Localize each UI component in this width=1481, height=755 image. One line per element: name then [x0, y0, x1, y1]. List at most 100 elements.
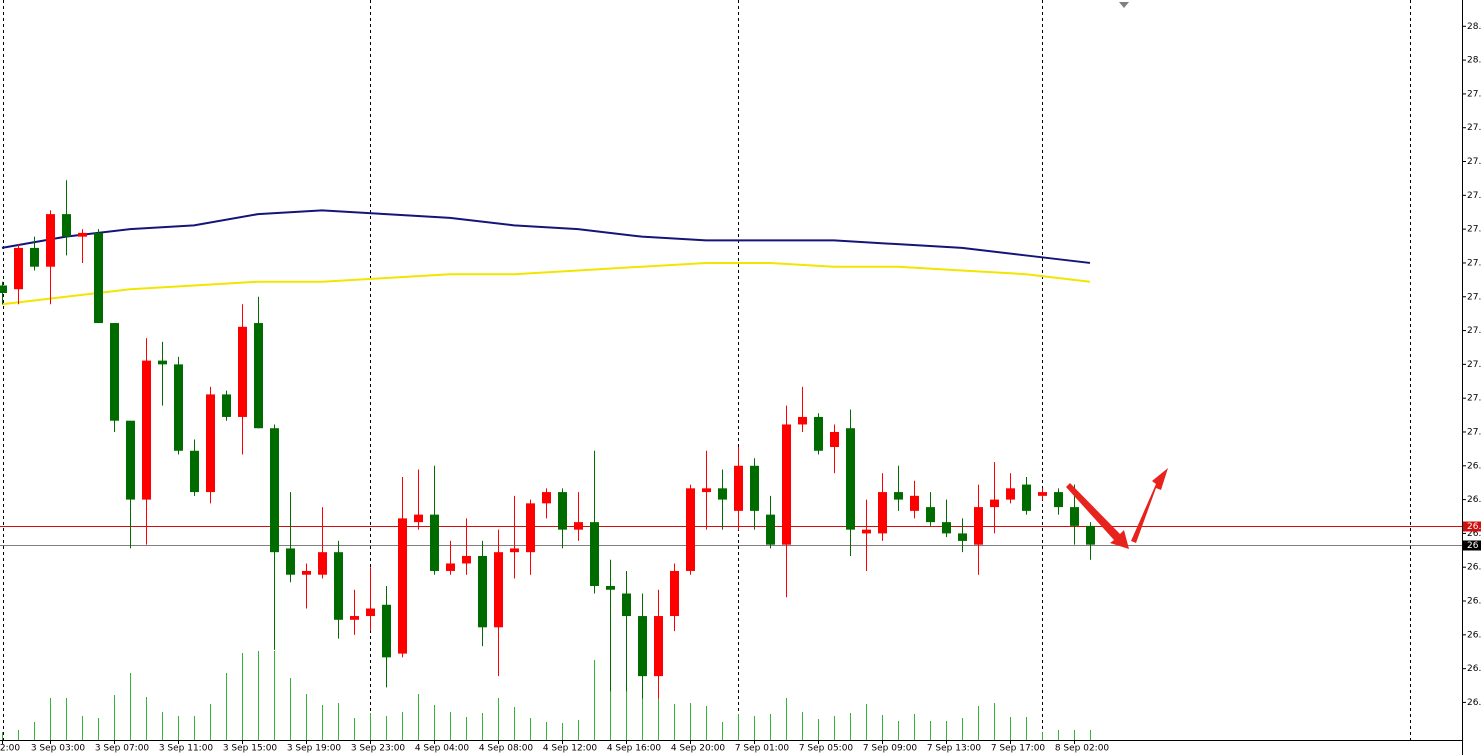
y-tick-label: 26.	[1467, 597, 1481, 607]
candle-body	[398, 518, 407, 654]
volume-bar	[322, 705, 323, 740]
candle-body	[526, 503, 535, 553]
y-tick-label: 26.	[1467, 461, 1481, 471]
candle-body	[190, 450, 199, 493]
y-tick-label: 28.	[1467, 22, 1481, 32]
candle-body	[814, 416, 823, 451]
candle-body	[366, 608, 375, 617]
volume-bar	[242, 653, 243, 740]
price-tag	[1463, 540, 1481, 551]
volume-bar	[18, 730, 19, 740]
candle-body	[878, 492, 887, 534]
candle-body	[542, 492, 551, 504]
x-tick-label: 3 Sep 23:00	[351, 744, 406, 754]
volume-bar	[338, 703, 339, 740]
candle-body	[382, 604, 391, 658]
volume-bar	[546, 722, 547, 740]
candle-body	[350, 616, 359, 620]
candle-body	[238, 326, 247, 417]
volume-bar	[834, 716, 835, 740]
candle-body	[766, 514, 775, 545]
y-tick-label: 26.	[1467, 630, 1481, 640]
volume-bar	[994, 703, 995, 740]
candle-body	[910, 495, 919, 511]
volume-bar	[578, 720, 579, 740]
candle-body	[318, 552, 327, 575]
volume-bar	[978, 706, 979, 740]
volume-bar	[34, 722, 35, 740]
arrow-down	[1066, 483, 1129, 549]
candle-body	[894, 492, 903, 500]
annotation-arrows	[1066, 468, 1168, 549]
candle-body	[750, 465, 759, 511]
candle-body	[126, 420, 135, 500]
x-tick-label: 3 Sep 03:00	[31, 744, 86, 754]
x-tick-label: 4 Sep 08:00	[479, 744, 534, 754]
volume-bar	[82, 716, 83, 740]
candle-body	[1038, 492, 1047, 496]
x-tick-label: 2:00	[0, 744, 20, 754]
volume-bar	[1042, 732, 1043, 740]
candle-body	[798, 416, 807, 425]
candle-body	[926, 507, 935, 523]
volume-bar	[370, 713, 371, 740]
candle-body	[974, 507, 983, 545]
candle-body	[782, 424, 791, 545]
candle-body	[958, 533, 967, 541]
volume-bar	[386, 716, 387, 740]
volume-bar	[114, 695, 115, 740]
volume-bar	[434, 705, 435, 740]
volume-bar	[962, 718, 963, 740]
candle-body	[78, 232, 87, 237]
volume-bar	[1074, 730, 1075, 740]
volume-bar	[178, 716, 179, 740]
y-tick-label: 27.	[1467, 258, 1481, 268]
arrow-up	[1131, 468, 1168, 543]
y-tick-label: 27.	[1467, 394, 1481, 404]
candle-body	[718, 488, 727, 500]
volume-bar	[770, 714, 771, 740]
candle-body	[606, 585, 615, 590]
volume-bar	[802, 712, 803, 740]
volume-bar	[290, 678, 291, 740]
volume-bar	[1058, 730, 1059, 740]
candle-body	[654, 616, 663, 677]
candle-body	[638, 616, 647, 677]
candle-body	[990, 499, 999, 508]
x-tick-label: 3 Sep 07:00	[95, 744, 150, 754]
candle-body	[62, 214, 71, 237]
moving-average	[1, 261, 1091, 306]
x-tick-label: 4 Sep 16:00	[607, 744, 662, 754]
y-tick-label: 26.	[1467, 698, 1481, 708]
volume-bar	[866, 704, 867, 740]
plot-area	[0, 180, 1462, 740]
volume-bar	[450, 712, 451, 740]
volume-bar	[706, 706, 707, 740]
candle-body	[670, 570, 679, 617]
y-tick-label: 27.	[1467, 360, 1481, 370]
candle-body	[158, 360, 167, 365]
candle-body	[622, 593, 631, 617]
x-tick-label: 7 Sep 13:00	[927, 744, 982, 754]
y-tick-label: 26.	[1467, 529, 1481, 539]
volume-bar	[562, 723, 563, 740]
price-tag	[1463, 521, 1481, 532]
volume-bar	[354, 718, 355, 740]
volume-bar	[162, 712, 163, 740]
moving-average	[1, 209, 1091, 264]
volume-bar	[194, 716, 195, 740]
y-tick-label: 27.	[1467, 326, 1481, 336]
volume-bar	[786, 698, 787, 740]
candle-body	[0, 285, 7, 293]
y-tick-label: 26.	[1467, 563, 1481, 573]
candle-body	[286, 548, 295, 575]
volume-bar	[514, 707, 515, 740]
volume-bar	[610, 687, 611, 740]
candle-body	[302, 570, 311, 575]
x-tick-label: 7 Sep 01:00	[735, 744, 790, 754]
candle-body	[14, 247, 23, 290]
volume-bar	[50, 698, 51, 740]
candle-body	[206, 394, 215, 493]
candle-body	[734, 465, 743, 511]
volume-bar	[1026, 717, 1027, 740]
